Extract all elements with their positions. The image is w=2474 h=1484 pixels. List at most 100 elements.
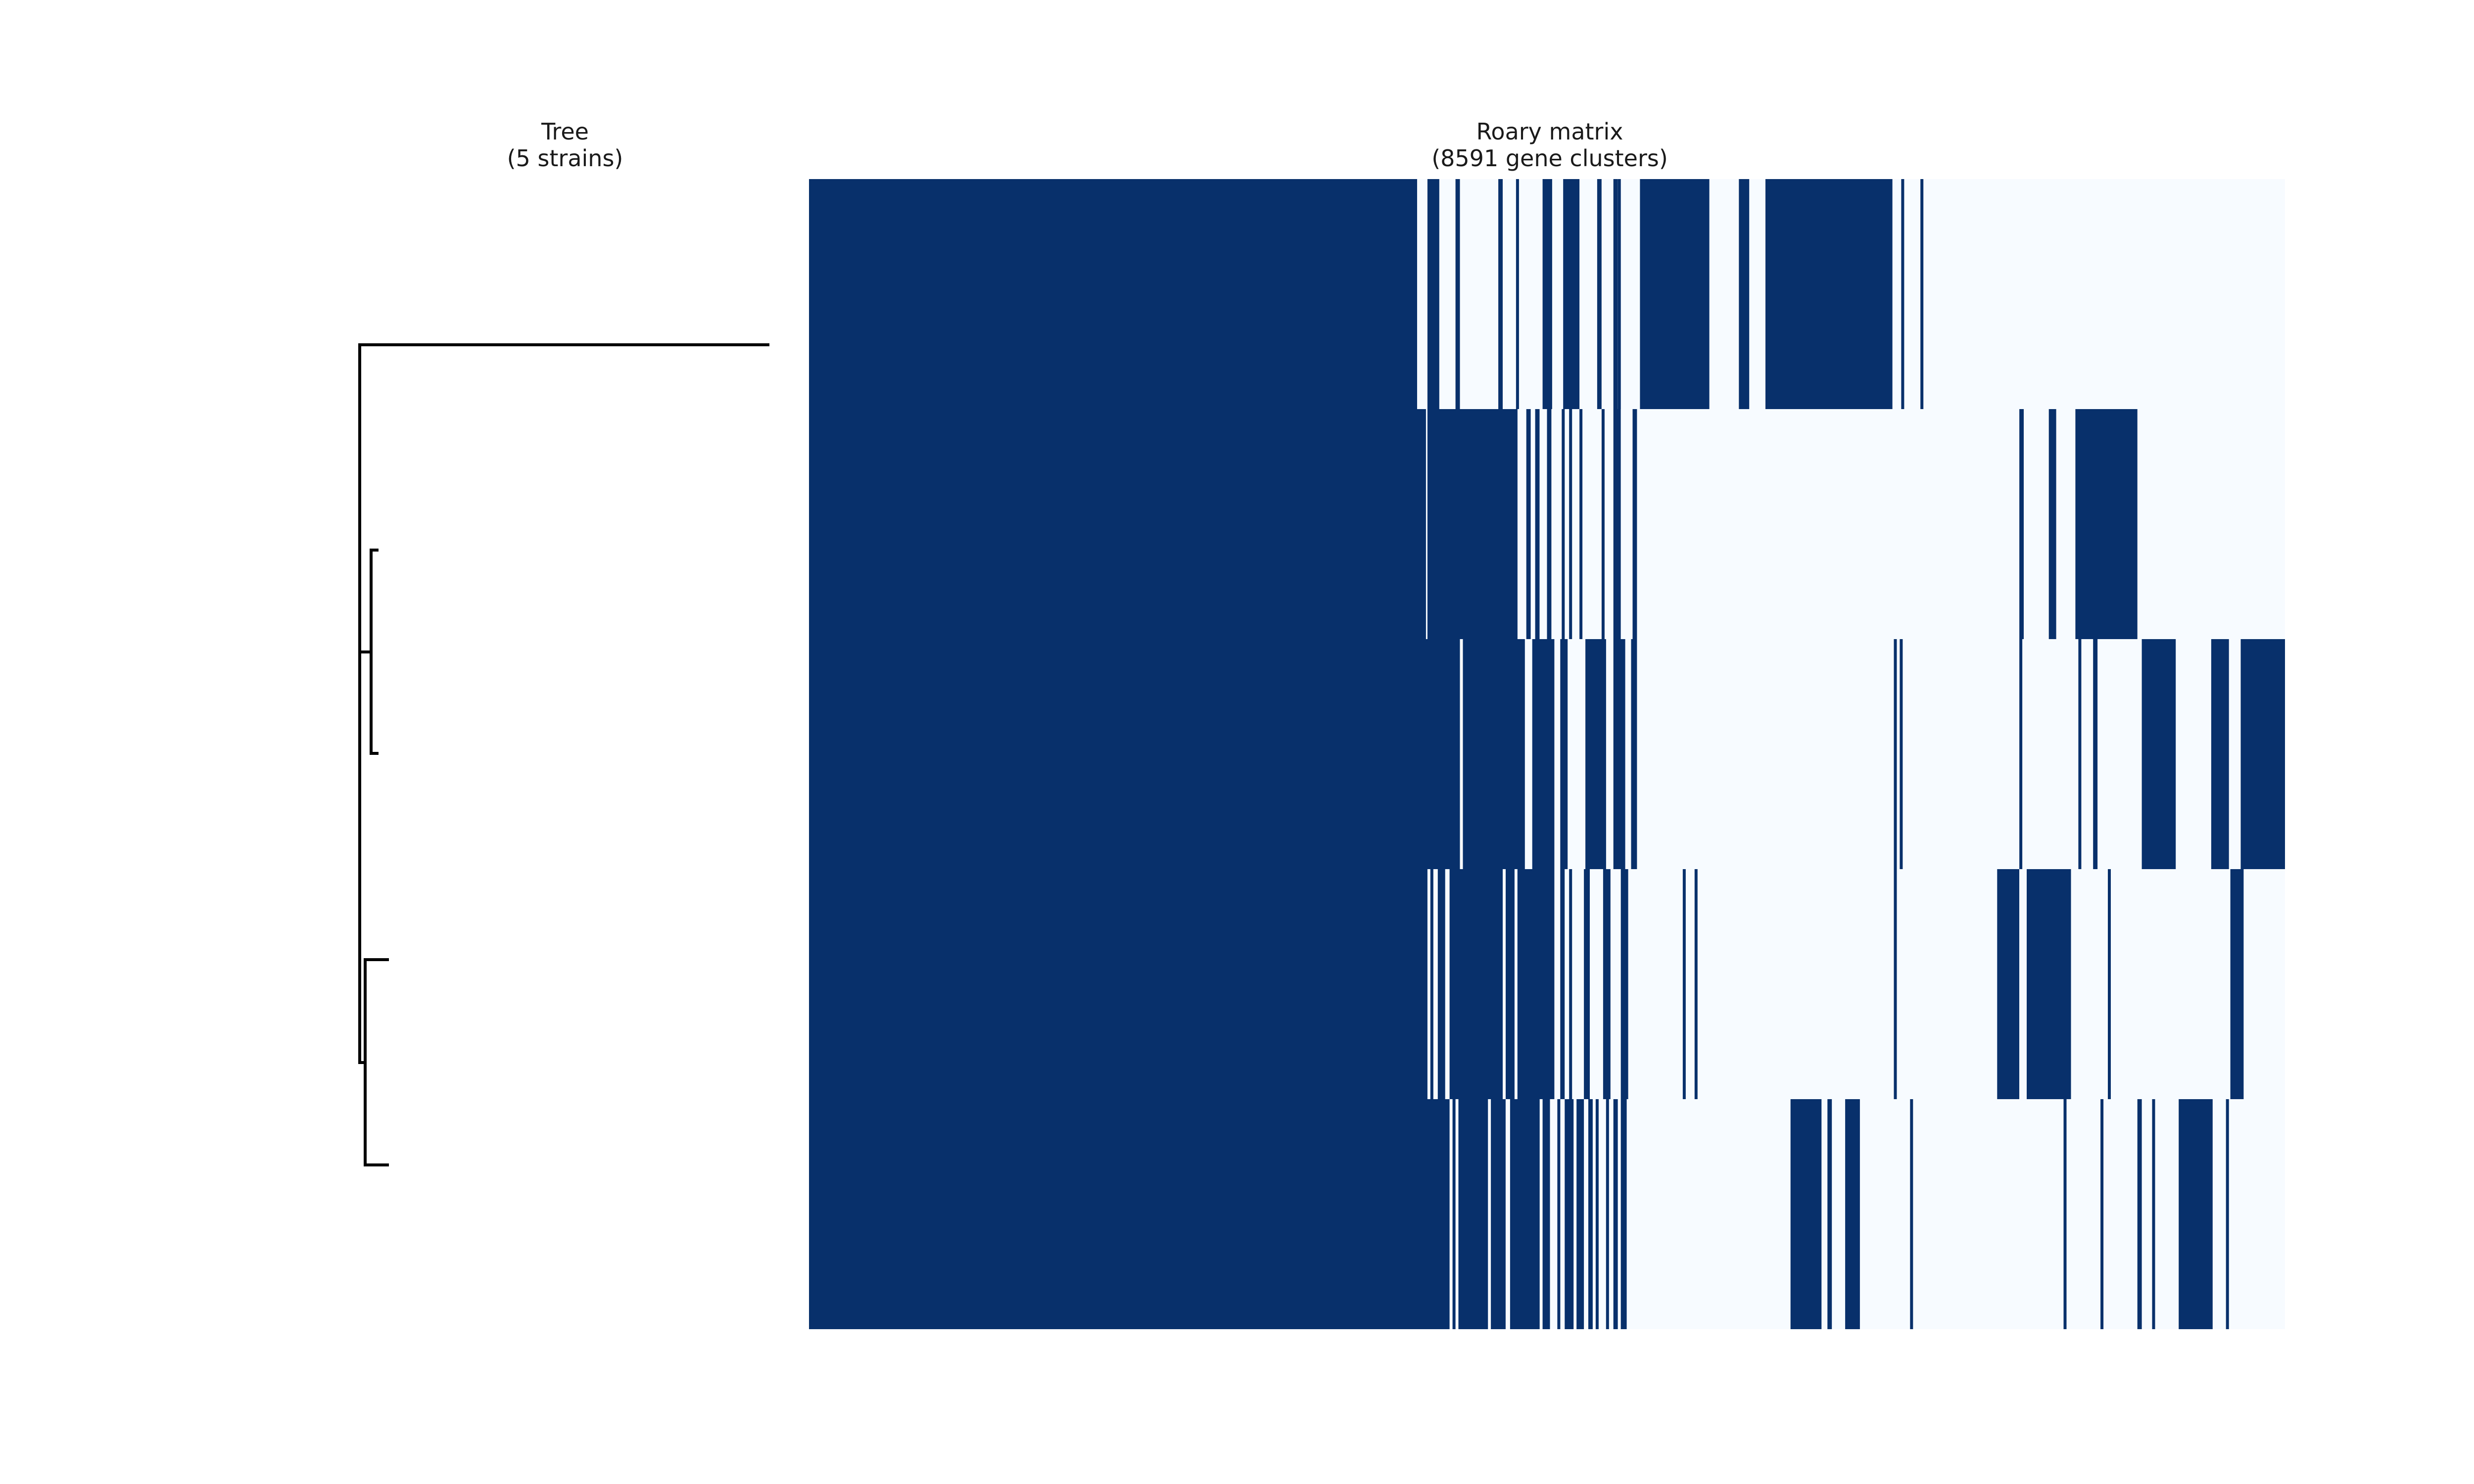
presence-block-r1-22 xyxy=(1613,179,1618,409)
presence-block-r5-1 xyxy=(809,1099,1450,1329)
presence-block-r5-6 xyxy=(1542,1099,1550,1329)
presence-block-r5-22 xyxy=(2063,1099,2067,1329)
presence-block-r5-5 xyxy=(1510,1099,1540,1329)
presence-block-r5-9 xyxy=(1576,1099,1584,1329)
presence-block-r4-2 xyxy=(1430,869,1433,1099)
presence-block-r5-2 xyxy=(1452,1099,1456,1329)
presence-block-r5-8 xyxy=(1565,1099,1574,1329)
presence-block-r5-24 xyxy=(1536,1099,1540,1329)
presence-block-r2-4 xyxy=(1535,409,1540,639)
presence-block-r4-3 xyxy=(1437,869,1445,1099)
presence-block-r4-16 xyxy=(1682,869,1686,1099)
presence-block-r5-23 xyxy=(2100,1099,2104,1329)
presence-block-r3-9 xyxy=(1900,639,1903,869)
tree-title-line1: Tree xyxy=(541,118,589,145)
presence-block-r3-10 xyxy=(2141,639,2176,869)
presence-block-r4-4 xyxy=(1449,869,1503,1099)
presence-block-r5-19 xyxy=(2137,1099,2142,1329)
presence-block-r4-9 xyxy=(1584,869,1590,1099)
presence-block-r2-7 xyxy=(1601,409,1605,639)
presence-block-r5-14 xyxy=(1623,1099,1627,1329)
presence-block-r1-15 xyxy=(1901,179,1904,409)
presence-block-r5-21 xyxy=(1910,1099,1913,1329)
presence-block-r4-5 xyxy=(1506,869,1515,1099)
presence-block-r4-17 xyxy=(1694,869,1698,1099)
presence-block-r4-14 xyxy=(2230,869,2244,1099)
presence-block-r3-16 xyxy=(2078,639,2082,869)
presence-block-r1-9 xyxy=(1618,179,1621,409)
presence-block-r1-5 xyxy=(1516,179,1519,409)
presence-block-r1-18 xyxy=(1772,179,1843,409)
presence-block-r1-10 xyxy=(1640,179,1710,409)
presence-block-r2-12 xyxy=(2048,409,2056,639)
presence-block-r5-11 xyxy=(1595,1099,1599,1329)
presence-block-r2-8 xyxy=(1613,409,1621,639)
presence-block-r3-6 xyxy=(1613,639,1625,869)
matrix-title-line1: Roary matrix xyxy=(1476,118,1623,145)
presence-block-r5-7 xyxy=(1557,1099,1561,1329)
presence-block-r3-8 xyxy=(1894,639,1897,869)
presence-block-r5-3 xyxy=(1458,1099,1488,1329)
presence-block-r1-17 xyxy=(1739,179,1750,409)
presence-block-r5-25 xyxy=(1620,1099,1625,1329)
presence-block-r1-16 xyxy=(1920,179,1924,409)
presence-block-r3-1 xyxy=(809,639,1460,869)
presence-block-r2-10 xyxy=(2019,409,2024,639)
presence-block-r4-7 xyxy=(1560,869,1565,1099)
presence-block-r3-11 xyxy=(2211,639,2229,869)
presence-block-r2-3 xyxy=(1526,409,1531,639)
presence-block-r1-2 xyxy=(1427,179,1439,409)
presence-block-r5-20 xyxy=(2152,1099,2155,1329)
presence-block-r4-13 xyxy=(2027,869,2071,1099)
presence-block-r1-21 xyxy=(1563,179,1580,409)
tree-title-line2: (5 strains) xyxy=(507,145,623,172)
presence-block-r4-15 xyxy=(1894,869,1897,1099)
presence-block-r5-12 xyxy=(1606,1099,1609,1329)
presence-block-r4-1 xyxy=(809,869,1427,1099)
presence-block-r5-4 xyxy=(1491,1099,1506,1329)
presence-block-r1-3 xyxy=(1455,179,1460,409)
presence-block-r2-14 xyxy=(1547,409,1552,639)
presence-block-r3-14 xyxy=(1593,639,1596,869)
presence-block-r2-9 xyxy=(1632,409,1637,639)
presence-block-r5-26 xyxy=(2226,1099,2229,1329)
presence-block-r2-5 xyxy=(1562,409,1565,639)
presence-block-r1-4 xyxy=(1498,179,1503,409)
presence-block-r3-12 xyxy=(2240,639,2285,869)
presence-block-r2-11 xyxy=(2075,409,2138,639)
presence-block-r3-13 xyxy=(1488,639,1491,869)
presence-block-r1-20 xyxy=(1547,179,1552,409)
presence-block-r2-15 xyxy=(1569,409,1572,639)
presence-block-r3-3 xyxy=(1532,639,1555,869)
presence-block-r5-13 xyxy=(1613,1099,1618,1329)
presence-block-r1-8 xyxy=(1597,179,1602,409)
presence-block-r3-17 xyxy=(2093,639,2098,869)
presence-block-r5-17 xyxy=(1845,1099,1860,1329)
presence-block-r5-18 xyxy=(2179,1099,2213,1329)
presence-block-r4-11 xyxy=(1620,869,1628,1099)
presence-block-r1-19 xyxy=(1699,179,1705,409)
presence-block-r4-6 xyxy=(1519,869,1555,1099)
presence-block-r2-6 xyxy=(1579,409,1583,639)
presence-block-r3-7 xyxy=(1631,639,1637,869)
presence-block-r5-15 xyxy=(1790,1099,1822,1329)
presence-block-r3-15 xyxy=(2019,639,2023,869)
presence-block-r5-10 xyxy=(1588,1099,1593,1329)
presence-block-r5-16 xyxy=(1827,1099,1832,1329)
roary-matrix-heatmap xyxy=(809,179,2285,1329)
presence-block-r4-12 xyxy=(1997,869,2019,1099)
presence-block-r2-1 xyxy=(809,409,1426,639)
presence-block-r4-18 xyxy=(2108,869,2111,1099)
presence-block-r4-19 xyxy=(1517,869,1521,1099)
presence-block-r1-1 xyxy=(809,179,1417,409)
presence-block-r1-6 xyxy=(1542,179,1547,409)
presence-block-r3-2 xyxy=(1463,639,1525,869)
phylogenetic-tree xyxy=(358,343,769,1166)
presence-block-r3-4 xyxy=(1560,639,1568,869)
presence-block-r4-8 xyxy=(1569,869,1572,1099)
presence-block-r2-2 xyxy=(1427,409,1518,639)
presence-block-r4-20 xyxy=(1606,869,1608,1099)
matrix-title-line2: (8591 gene clusters) xyxy=(1431,145,1668,172)
presence-block-r2-13 xyxy=(1503,409,1506,639)
